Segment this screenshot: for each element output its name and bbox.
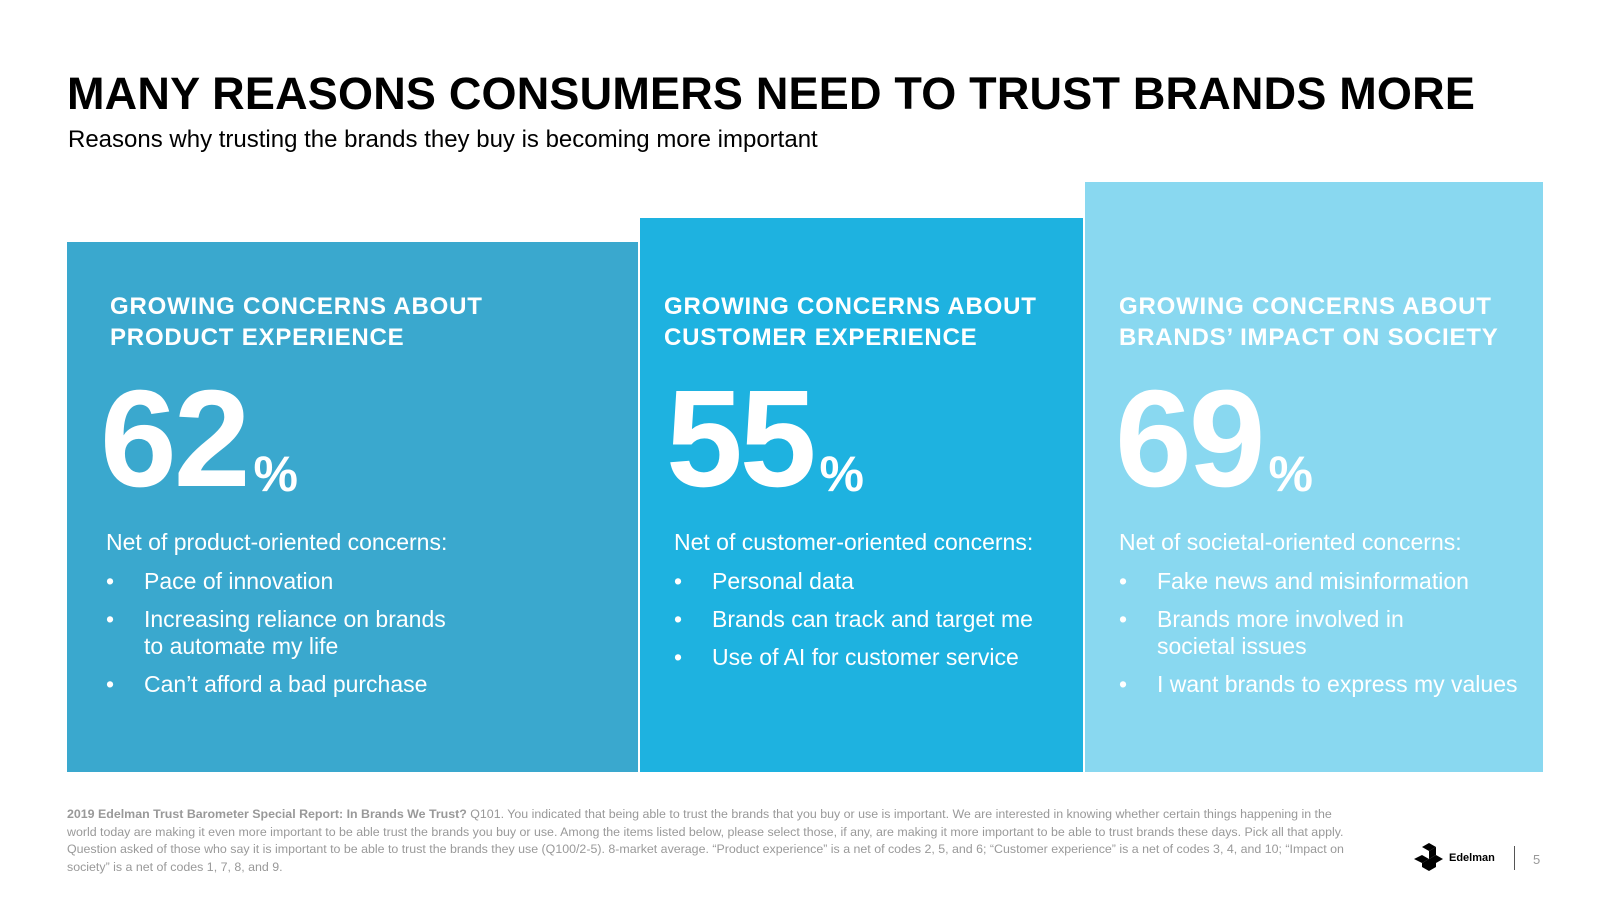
- list-item: • Pace of innovation: [106, 568, 334, 594]
- column-societal-impact: GROWING CONCERNS ABOUT BRANDS’ IMPACT ON…: [1115, 291, 1539, 709]
- list-item: • Fake news and misinformation: [1119, 568, 1469, 594]
- panel-customer-experience: [640, 216, 1083, 772]
- list-item: • Brands can track and target me: [674, 606, 1033, 632]
- panel-frame-inner: [67, 240, 640, 772]
- stat-value: 62 %: [100, 362, 483, 516]
- column-product-experience: GROWING CONCERNS ABOUT PRODUCT EXPERIENC…: [100, 291, 483, 709]
- list-item: • Brands more involved in societal issues: [1119, 606, 1404, 659]
- stat-number: 69: [1115, 362, 1265, 516]
- panel-frame-outer: [67, 216, 1085, 772]
- logo-divider: [1514, 846, 1515, 870]
- edelman-logo: Edelman: [1412, 841, 1512, 875]
- source-footnote: 2019 Edelman Trust Barometer Special Rep…: [67, 806, 1347, 876]
- page-number: 5: [1533, 852, 1541, 867]
- stat-value: 55 %: [666, 362, 1074, 516]
- concern-lead: Net of customer-oriented concerns:: [674, 529, 1034, 555]
- concern-list: • Pace of innovation • Increasing reliance…: [106, 568, 483, 698]
- page-subtitle: Reasons why trusting the brands they buy…: [68, 126, 818, 153]
- column-heading: GROWING CONCERNS ABOUT BRANDS’ IMPACT ON…: [1119, 293, 1499, 351]
- concern-list: • Fake news and misinformation • Brands mo…: [1119, 568, 1539, 698]
- list-item: • Personal data: [674, 568, 854, 594]
- logo-wordmark: Edelman: [1449, 852, 1495, 864]
- list-item: • Use of AI for customer service: [674, 644, 1019, 670]
- column-customer-experience: GROWING CONCERNS ABOUT CUSTOMER EXPERIEN…: [664, 291, 1074, 682]
- column-heading: GROWING CONCERNS ABOUT PRODUCT EXPERIENC…: [110, 293, 483, 351]
- stat-percent-sign: %: [819, 446, 864, 502]
- list-item: • Increasing reliance on brands to automa…: [106, 606, 446, 659]
- concern-list: • Personal data • Brands can track and tar…: [674, 568, 1074, 671]
- panel-societal-impact: [1085, 182, 1543, 772]
- stat-number: 55: [666, 362, 816, 516]
- stat-value: 69 %: [1115, 362, 1539, 516]
- list-item: • I want brands to express my values: [1119, 671, 1518, 697]
- footnote-text: Q101. You indicated that being able to t…: [67, 807, 1344, 874]
- panel-product-experience: [67, 240, 638, 772]
- stat-percent-sign: %: [1268, 446, 1313, 502]
- concern-lead: Net of product-oriented concerns:: [106, 529, 448, 555]
- concern-lead: Net of societal-oriented concerns:: [1119, 529, 1462, 555]
- page-title: MANY REASONS CONSUMERS NEED TO TRUST BRA…: [67, 68, 1476, 119]
- footnote-source: 2019 Edelman Trust Barometer Special Rep…: [67, 807, 467, 821]
- edelman-logo-icon: [1414, 843, 1443, 871]
- stat-percent-sign: %: [253, 446, 298, 502]
- list-item: • Can’t afford a bad purchase: [106, 671, 428, 697]
- column-heading: GROWING CONCERNS ABOUT CUSTOMER EXPERIEN…: [664, 293, 1037, 351]
- stat-number: 62: [100, 362, 250, 516]
